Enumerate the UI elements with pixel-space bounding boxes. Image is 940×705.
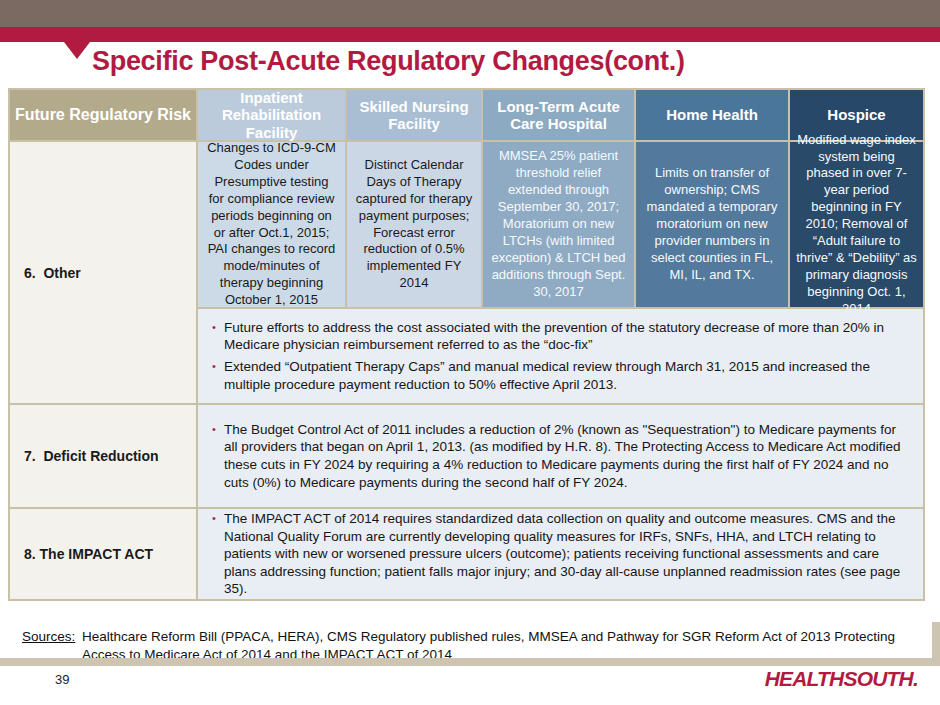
cell-other-hospice: Modified wage index system being phased … — [790, 142, 923, 307]
bullet-icon: • — [212, 510, 224, 598]
column-header-long-term-acute-care-hospital: Long-Term Acute Care Hospital — [483, 90, 634, 140]
column-header-skilled-nursing-facility: Skilled Nursing Facility — [347, 90, 481, 140]
cell-other-home-health: Limits on transfer of ownership; CMS man… — [636, 142, 788, 307]
triangle-pointer-icon — [64, 42, 90, 59]
page-title: Specific Post-Acute Regulatory Changes(c… — [92, 46, 685, 77]
right-edge-accent — [932, 622, 940, 666]
cell-other-ltach: MMSEA 25% patient threshold relief exten… — [483, 142, 634, 307]
column-header-home-health: Home Health — [636, 90, 788, 140]
impact-act-text: The IMPACT ACT of 2014 requires standard… — [224, 510, 911, 598]
footer-divider — [0, 658, 940, 666]
column-header-future-regulatory-risk: Future Regulatory Risk — [10, 90, 196, 140]
row-label-deficit-reduction: 7. Deficit Reduction — [10, 405, 196, 507]
list-item: • Extended “Outpatient Therapy Caps” and… — [212, 358, 911, 393]
cell-other-irf: Changes to ICD-9-CM Codes under Presumpt… — [198, 142, 345, 307]
deficit-reduction-text: The Budget Control Act of 2011 includes … — [224, 421, 911, 491]
list-item: • Future efforts to address the cost ass… — [212, 319, 911, 354]
column-header-inpatient-rehabilitation-facility: Inpatient Rehabilitation Facility — [198, 90, 345, 140]
row-label-impact-act: 8. The IMPACT ACT — [10, 509, 196, 599]
list-item: • The Budget Control Act of 2011 include… — [212, 421, 911, 491]
top-chrome-bar — [0, 0, 940, 27]
healthsouth-logo: HEALTHSOUTH. — [765, 667, 918, 691]
row-label-other: 6. Other — [10, 142, 196, 403]
regulatory-table: Future Regulatory Risk Inpatient Rehabil… — [8, 88, 925, 601]
bullet-icon: • — [212, 421, 224, 491]
deficit-reduction-panel: • The Budget Control Act of 2011 include… — [198, 405, 923, 507]
cell-other-snf: Distinct Calendar Days of Therapy captur… — [347, 142, 481, 307]
other-notes-panel: • Future efforts to address the cost ass… — [198, 309, 923, 403]
slide: Specific Post-Acute Regulatory Changes(c… — [0, 0, 940, 705]
other-note-text: Extended “Outpatient Therapy Caps” and m… — [224, 358, 911, 393]
impact-act-panel: • The IMPACT ACT of 2014 requires standa… — [198, 509, 923, 599]
bullet-icon: • — [212, 319, 224, 354]
list-item: • The IMPACT ACT of 2014 requires standa… — [212, 510, 911, 598]
page-number: 39 — [55, 672, 69, 687]
bullet-icon: • — [212, 358, 224, 393]
other-note-text: Future efforts to address the cost assoc… — [224, 319, 911, 354]
accent-bar — [0, 27, 940, 42]
